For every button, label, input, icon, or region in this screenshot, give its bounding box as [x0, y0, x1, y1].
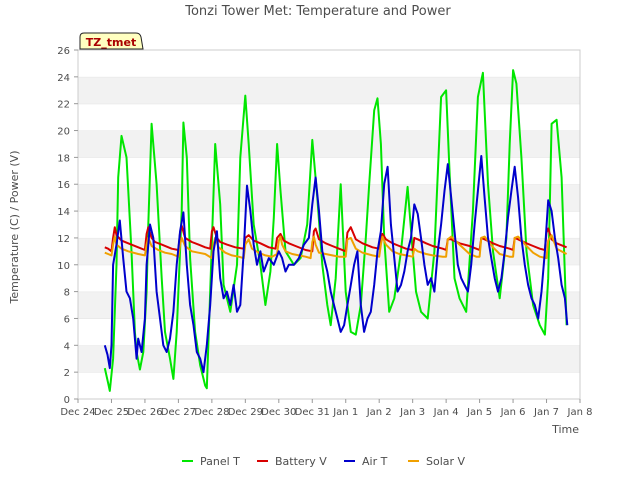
series-line-solar-v [104, 234, 568, 260]
legend-item: Battery V [257, 455, 327, 468]
x-tick-label: Dec 30 [261, 407, 296, 418]
x-tick-label: Jan 6 [500, 407, 526, 418]
grid-band [78, 157, 580, 185]
y-tick-label: 20 [57, 127, 70, 138]
x-tick-label: Jan 4 [433, 407, 459, 418]
legend-label: Battery V [275, 455, 327, 468]
y-axis-label: Temperature (C) / Power (V) [8, 150, 21, 304]
grid-band [78, 318, 580, 346]
grid-band [78, 76, 580, 104]
y-tick-label: 18 [57, 153, 70, 164]
x-axis-label: Time [551, 423, 579, 436]
legend-item: Solar V [408, 455, 466, 468]
legend: Panel T Battery V Air T Solar V [182, 455, 466, 468]
y-tick-label: 8 [64, 288, 70, 299]
badge-label: TZ_tmet [86, 36, 136, 49]
y-tick-label: 14 [57, 207, 70, 218]
x-tick-label: Jan 5 [466, 407, 492, 418]
series-line-air-t [103, 155, 569, 374]
y-tick-label: 2 [64, 368, 70, 379]
legend-item: Air T [344, 455, 388, 468]
x-tick-label: Dec 28 [194, 407, 229, 418]
x-tick-label: Dec 31 [295, 407, 330, 418]
x-tick-label: Dec 29 [228, 407, 263, 418]
series-line-battery-v [104, 224, 567, 253]
y-tick-label: 12 [57, 234, 70, 245]
y-tick-label: 26 [57, 46, 70, 57]
plot-bands [78, 49, 580, 399]
grid-band [78, 130, 580, 158]
y-tick-label: 10 [57, 261, 70, 272]
x-tick-label: Dec 27 [161, 407, 196, 418]
plot-area [77, 49, 581, 400]
y-tick-label: 16 [57, 180, 70, 191]
grid-band [78, 184, 580, 212]
series-group [103, 69, 569, 392]
x-tick-label: Dec 24 [60, 407, 95, 418]
grid-band [78, 372, 580, 399]
x-tick-label: Jan 8 [567, 407, 593, 418]
tz-tmet-badge: TZ_tmet [79, 32, 144, 50]
grid-band [78, 211, 580, 238]
y-tick-label: 22 [57, 100, 70, 111]
grid-band [78, 345, 580, 373]
grid-band [78, 50, 580, 77]
series-line-panel-t [103, 69, 568, 392]
y-tick-label: 4 [64, 341, 70, 352]
x-tick-label: Jan 1 [332, 407, 358, 418]
y-tick-label: 24 [57, 73, 70, 84]
chart-title: Tonzi Tower Met: Temperature and Power [184, 4, 451, 19]
legend-label: Solar V [426, 455, 466, 468]
legend-label: Panel T [200, 455, 240, 468]
x-tick-label: Jan 3 [399, 407, 425, 418]
y-tick-label: 0 [64, 395, 70, 406]
legend-item: Panel T [182, 455, 240, 468]
y-tick-label: 6 [64, 314, 70, 325]
x-tick-label: Dec 25 [94, 407, 129, 418]
x-tick-label: Jan 2 [366, 407, 392, 418]
grid-band [78, 103, 580, 131]
x-tick-label: Jan 7 [533, 407, 559, 418]
x-tick-label: Dec 26 [127, 407, 162, 418]
legend-label: Air T [362, 455, 388, 468]
